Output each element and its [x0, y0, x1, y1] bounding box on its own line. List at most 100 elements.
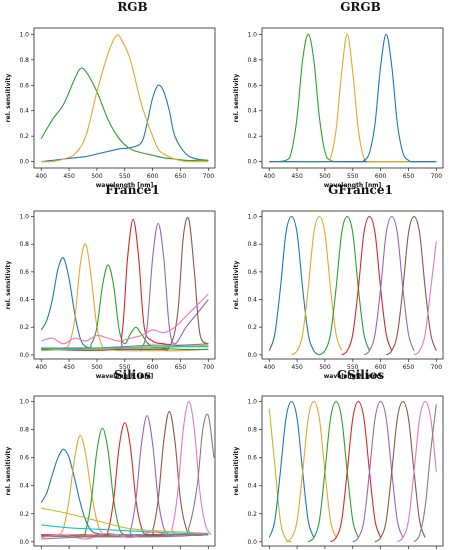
x-tick-label: 700 [431, 364, 443, 371]
y-axis-label: rel. sensitivity [5, 261, 12, 310]
chart-panel-4: GFrance1 400 450 500 550 600 650 700 0.0 0.2 0.4 0.… [228, 183, 453, 380]
series-line-6 [352, 401, 404, 543]
x-tick-label: 500 [91, 173, 103, 180]
series-line-6 [41, 216, 209, 351]
y-tick-label: 0.0 [247, 352, 257, 359]
series-line-2 [40, 67, 209, 162]
x-tick-label: 600 [375, 173, 387, 180]
series-line-1 [41, 84, 209, 163]
series-line-1 [269, 33, 437, 163]
y-tick-label: 1.0 [19, 399, 29, 406]
y-axis-label: rel. sensitivity [5, 74, 12, 123]
x-tick-label: 500 [319, 173, 331, 180]
chart-title: GSilios [336, 368, 385, 382]
x-tick-label: 650 [403, 364, 415, 371]
series-line-3 [319, 215, 371, 356]
plot-frame [33, 210, 216, 360]
y-tick-label: 0.2 [247, 324, 257, 331]
x-axis-label: wavelength [nm] [324, 182, 382, 189]
y-tick-label: 0.2 [19, 324, 29, 331]
series-line-1 [268, 215, 320, 356]
series-group [40, 34, 209, 163]
series-line-4 [341, 215, 393, 356]
x-tick-label: 550 [119, 173, 131, 180]
series-line-5 [330, 401, 382, 543]
series-line-10 [41, 524, 209, 535]
series-group [268, 215, 437, 356]
series-line-3 [41, 34, 209, 163]
y-tick-label: 0.8 [247, 57, 257, 64]
y-tick-label: 0.4 [247, 108, 257, 115]
chart-title: GFrance1 [328, 183, 393, 197]
x-tick-label: 400 [264, 173, 276, 180]
x-tick-label: 550 [347, 173, 359, 180]
y-tick-label: 1.0 [247, 399, 257, 406]
series-line-6 [41, 410, 209, 538]
y-axis-label: rel. sensitivity [233, 447, 240, 496]
chart-title: GRGB [340, 0, 381, 14]
series-line-4 [41, 422, 209, 536]
chart-panel-5: Silios4004505005506006507000.00.20.40.60… [0, 368, 225, 550]
y-tick-label: 0.2 [247, 511, 257, 518]
chart-svg: 4004505005506006507000.00.20.40.60.81.0w… [5, 395, 216, 549]
series-group [268, 401, 437, 543]
series-line-8 [41, 413, 215, 538]
series-line-5 [363, 215, 415, 356]
y-tick-label: 0.8 [19, 241, 29, 248]
y-tick-label: 0.6 [19, 269, 29, 276]
y-tick-label: 1.0 [19, 31, 29, 38]
x-tick-label: 700 [203, 364, 215, 371]
chart-panel-1: RGB 400 450 500 550 600 650 700 0.0 0.2 0.4 0.6 0.8 1… [0, 0, 225, 189]
y-tick-label: 0.6 [19, 455, 29, 462]
x-tick-label: 450 [63, 364, 75, 371]
y-tick-label: 0.4 [247, 297, 257, 304]
series-line-9 [413, 404, 437, 543]
series-line-1 [40, 448, 209, 536]
y-tick-label: 0.0 [19, 352, 29, 359]
y-tick-label: 0.0 [19, 159, 29, 166]
y-tick-label: 0.2 [19, 511, 29, 518]
series-line-8 [396, 401, 437, 543]
series-line-10 [41, 345, 209, 350]
series-line-3 [285, 401, 337, 543]
x-tick-label: 550 [119, 364, 131, 371]
chart-title: RGB [117, 0, 148, 14]
y-tick-label: 0.8 [247, 427, 257, 434]
chart-svg: 4004505005506006507000.00.20.40.60.81.0w… [233, 395, 444, 549]
chart-title: France1 [105, 183, 160, 197]
x-tick-label: 650 [175, 364, 187, 371]
x-tick-label: 450 [63, 173, 75, 180]
y-tick-label: 0.6 [247, 455, 257, 462]
x-axis-label: wavelength [nm] [96, 182, 154, 189]
series-line-2 [269, 33, 437, 163]
y-tick-label: 0.6 [247, 82, 257, 89]
x-tick-label: 650 [403, 173, 415, 180]
y-tick-label: 1.0 [247, 31, 257, 38]
series-line-3 [269, 33, 437, 163]
series-line-2 [268, 401, 315, 538]
plot-frame [33, 27, 216, 169]
series-line-7 [41, 293, 209, 345]
y-tick-label: 0.2 [19, 133, 29, 140]
x-tick-label: 500 [91, 364, 103, 371]
y-tick-label: 0.4 [19, 108, 29, 115]
series-line-2 [41, 243, 209, 352]
y-axis-label: rel. sensitivity [233, 261, 240, 310]
plot-frame [33, 395, 216, 547]
x-tick-label: 600 [147, 364, 159, 371]
plot-frame [261, 27, 444, 169]
chart-title: Silios [113, 368, 152, 382]
chart-panel-3: France1 400 450 500 550 600 650 700 0.0 0.2 0.4 0.6… [0, 183, 225, 380]
y-tick-label: 0.4 [19, 483, 29, 490]
x-tick-label: 650 [175, 173, 187, 180]
series-line-3 [41, 264, 209, 351]
series-line-4 [307, 401, 359, 543]
y-tick-label: 1.0 [19, 214, 29, 221]
x-tick-label: 600 [375, 364, 387, 371]
y-axis-label: rel. sensitivity [5, 447, 12, 496]
y-tick-label: 0.4 [19, 297, 29, 304]
